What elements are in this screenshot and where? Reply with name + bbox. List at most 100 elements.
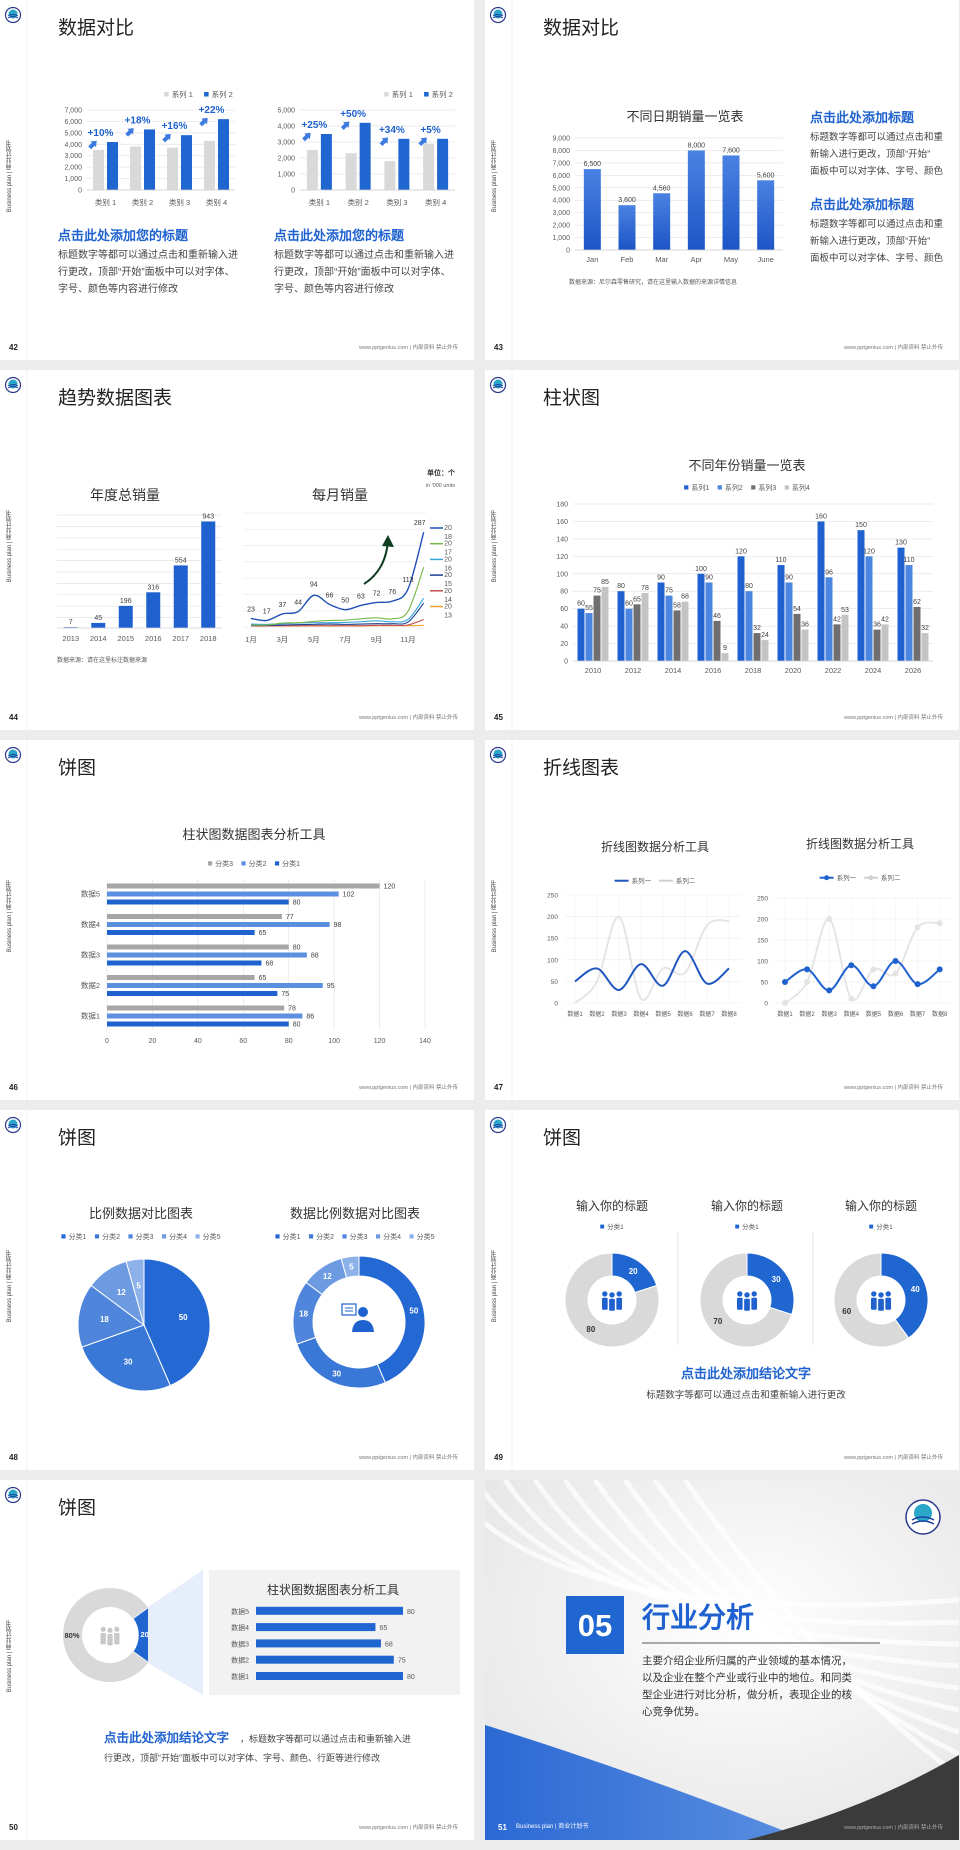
x-tick-label: 2012 xyxy=(625,666,642,675)
legend-label: 分类1 xyxy=(607,1222,624,1231)
data-label: 150 xyxy=(855,522,867,529)
bar xyxy=(601,586,609,661)
page-number: 43 xyxy=(494,343,503,352)
x-tick-label: 140 xyxy=(419,1038,431,1045)
body-text-1: 标题数字等都可以通过点击和重 xyxy=(810,132,944,143)
bar xyxy=(107,975,255,980)
side-caption: Business plan | 商业计划书 xyxy=(492,880,498,953)
series-line xyxy=(574,915,730,1004)
school-emblem-icon xyxy=(4,376,22,394)
x-tick-label: 类别 3 xyxy=(169,197,190,207)
slide-44[interactable]: 年度总销量 7 2013 45 2014 196 2015 316 2016 554 2017 943… xyxy=(0,370,474,730)
page-number: 51 xyxy=(498,1823,507,1832)
y-tick-label: 3,000 xyxy=(552,210,570,217)
team-icon xyxy=(870,1291,892,1312)
series-line-2017 xyxy=(250,566,425,626)
bar xyxy=(256,1672,403,1680)
data-label: 36 xyxy=(873,622,881,629)
conclusion-title: 点击此处添加结论文字 xyxy=(104,1731,230,1745)
page-number: 50 xyxy=(9,1823,18,1832)
y-tick-label: 1,000 xyxy=(64,176,82,183)
team-icon xyxy=(99,1626,121,1646)
x-tick-label: 2016 xyxy=(145,634,162,643)
x-tick-label: 2018 xyxy=(745,666,762,675)
legend-swatch-icon xyxy=(164,92,169,97)
slide-42[interactable]: 系列 1 系列 2 0 1,000 2,000 3,000 4,000 5,000 6,000 7… xyxy=(0,0,474,360)
slide-51[interactable]: 05 行业分析 主要介绍企业所归属的产业领域的基本情况， 以及企业在整个产业或行业中的… xyxy=(485,1480,959,1840)
x-tick-label: 2018 xyxy=(200,634,217,643)
data-label: 90 xyxy=(785,575,793,582)
y-tick-label: 0 xyxy=(764,1001,768,1008)
school-emblem-icon xyxy=(489,6,507,24)
legend-label: 分类1 xyxy=(283,1232,301,1241)
growth-label: +10% xyxy=(88,128,114,139)
x-tick-label: 类别 4 xyxy=(206,197,227,207)
slide-46[interactable]: 柱状图数据图表分析工具 分类3 分类2 分类1 0 20 40 60 80 100 120 140 数据… xyxy=(0,740,474,1100)
data-source: 数据来源：请在这里标注数据来源 xyxy=(57,656,147,664)
x-tick-label: 类别 3 xyxy=(386,197,407,207)
legend-swatch-icon xyxy=(409,1234,414,1239)
x-tick-label: 2022 xyxy=(825,666,842,675)
bar xyxy=(91,622,106,628)
x-tick-label: 5月 xyxy=(308,635,320,644)
slide-48[interactable]: 比例数据对比图表 分类1 分类2 分类3 分类4 分类5 50 30 18 12 5 数据比例数据对比… xyxy=(0,1110,474,1470)
subtitle-right: 点击此处添加您的标题 xyxy=(274,228,405,243)
y-tick-label: 数据5 xyxy=(231,1607,249,1616)
growth-arrow-icon xyxy=(340,121,350,131)
slide-45[interactable]: 不同年份销量一览表 系列1 系列2 系列3 系列4 0 20 40 60 80 100 120 140 1… xyxy=(485,370,959,730)
side-caption: Business plan | 商业计划书 xyxy=(7,1620,13,1693)
section-body-line: 心竞争优势。 xyxy=(642,1706,705,1718)
data-point xyxy=(804,966,811,973)
slice-分类5 xyxy=(340,1255,360,1279)
school-emblem-icon xyxy=(489,376,507,394)
data-label: 120 xyxy=(384,884,396,891)
x-tick-label: Feb xyxy=(621,255,634,264)
y-tick-label: 1,000 xyxy=(552,235,570,242)
x-tick-label: 60 xyxy=(239,1038,247,1045)
x-tick-label: Jan xyxy=(586,255,598,264)
y-tick-label: 3,000 xyxy=(64,153,82,160)
slide-49[interactable]: 输入你的标题 分类1 20 80 输入你的标题 分类1 30 70 输入你的标题 分类1 40 60 饼… xyxy=(485,1110,959,1470)
x-tick-label: 数据6 xyxy=(677,1010,693,1018)
data-label: 3,600 xyxy=(618,197,636,204)
slice-分类5 xyxy=(125,1258,145,1326)
legend-swatch-icon xyxy=(424,92,429,97)
legend-label: 分类3 xyxy=(215,859,233,868)
data-point xyxy=(848,995,855,1002)
slice-分类1 xyxy=(143,1258,211,1387)
presenter-icon xyxy=(341,1303,374,1332)
page-number: 46 xyxy=(9,1083,18,1092)
data-label: 68 xyxy=(385,1641,393,1648)
page-number: 44 xyxy=(9,713,18,722)
bar xyxy=(256,1655,394,1664)
x-tick-label: 数据3 xyxy=(611,1010,627,1018)
y-tick-label: 140 xyxy=(556,536,568,543)
data-point xyxy=(914,981,921,988)
bar xyxy=(107,883,380,889)
data-label: 120 xyxy=(735,548,747,555)
data-label: 58 xyxy=(673,602,681,609)
section-title: 行业分析 xyxy=(642,1602,755,1633)
legend-swatch-icon xyxy=(717,485,722,490)
page-number: 42 xyxy=(9,343,18,352)
bar xyxy=(201,521,216,628)
bar xyxy=(256,1639,381,1648)
footer-text: www.pptgenius.com | 内部资料 禁止外传 xyxy=(844,345,943,351)
slide-43[interactable]: 不同日期销量一览表 0 1,000 2,000 3,000 4,000 5,000 6,000… xyxy=(485,0,959,360)
conclusion-text-line2: 行更改，顶部“开始”面板中可以对字体、字号、颜色、行距等进行修改 xyxy=(104,1753,380,1763)
data-label: 32 xyxy=(921,625,929,632)
data-point xyxy=(826,916,833,922)
x-tick-label: 100 xyxy=(328,1038,340,1045)
y-tick-label: 100 xyxy=(556,571,568,578)
page-title: 饼图 xyxy=(58,1128,97,1149)
data-point xyxy=(936,920,943,927)
decor-swoop xyxy=(502,1480,959,1647)
y-tick-label: 数据4 xyxy=(81,919,100,929)
slide-47[interactable]: 折线图数据分析工具 系列一 系列二 0 50 100 150 200 250 数据1 数据2 数据3 数… xyxy=(485,740,959,1100)
subtitle-1: 点击此处添加标题 xyxy=(810,110,915,125)
y-tick-label: 5,000 xyxy=(277,108,295,115)
series-line-2018 xyxy=(250,531,425,622)
bar xyxy=(583,169,601,250)
